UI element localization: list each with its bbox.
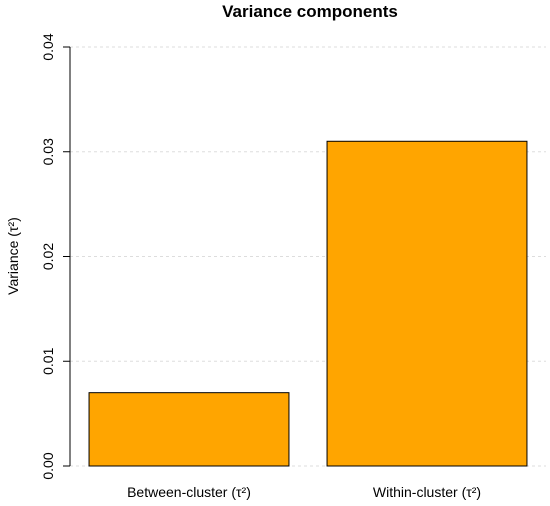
y-tick-label: 0.02 <box>40 243 56 270</box>
chart-title: Variance components <box>222 2 398 21</box>
y-tick-label: 0.01 <box>40 347 56 374</box>
y-axis-label: Variance (τ²) <box>5 217 21 295</box>
x-categories: Between-cluster (τ²) Within-cluster (τ²) <box>127 484 481 500</box>
x-category-label: Between-cluster (τ²) <box>127 484 251 500</box>
x-category-label: Within-cluster (τ²) <box>373 484 481 500</box>
y-tick-label: 0.03 <box>40 138 56 165</box>
bar <box>326 140 528 467</box>
y-tick-label: 0.00 <box>40 452 56 479</box>
y-tick-label: 0.04 <box>40 33 56 60</box>
y-axis: 0.00 0.01 0.02 0.03 0.04 <box>40 33 71 480</box>
bars <box>88 140 528 467</box>
bar <box>88 392 290 467</box>
